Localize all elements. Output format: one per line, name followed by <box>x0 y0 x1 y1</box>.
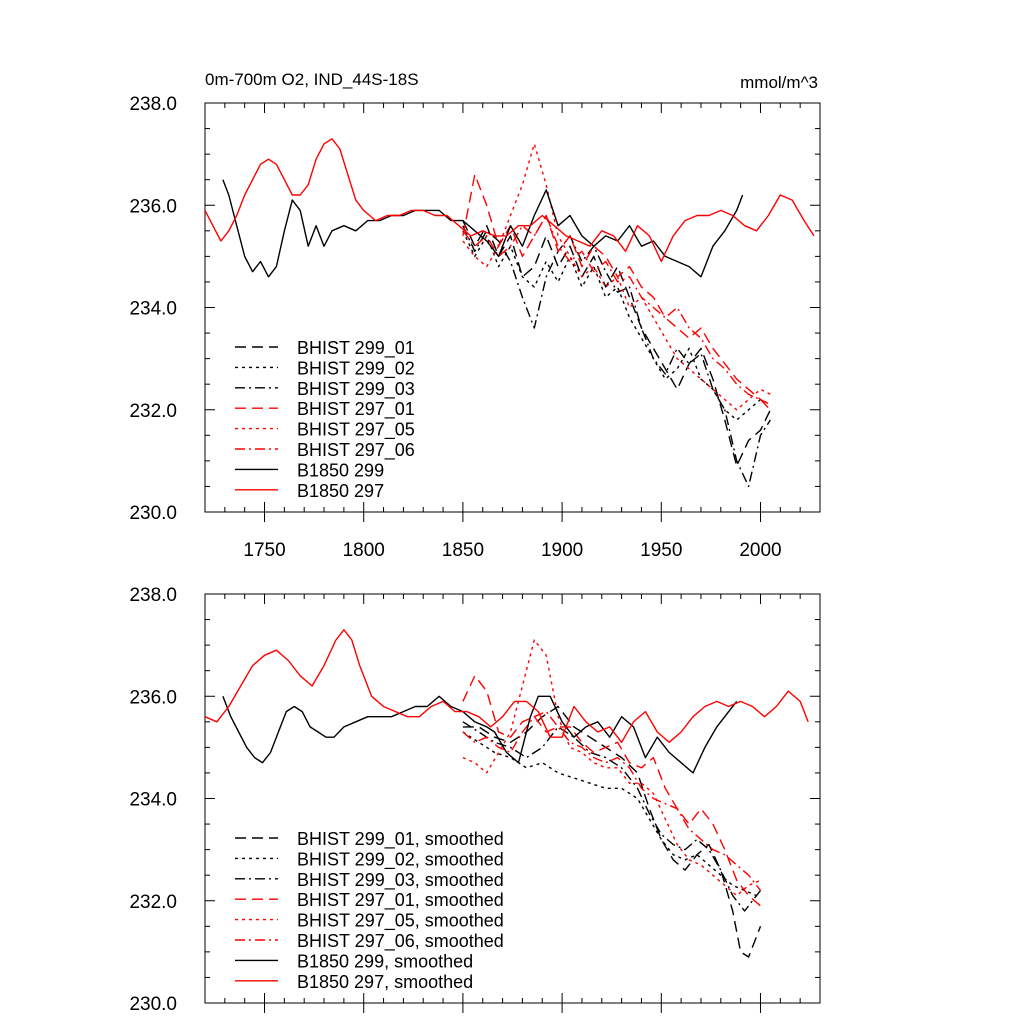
legend-label: BHIST 297_01 <box>297 399 415 420</box>
top-plot-area: 230.0 232.0 234.0 236.0 238.0 1750 1800 1850 190… <box>129 94 821 561</box>
series-line-bhist-297-06 <box>462 214 771 411</box>
legend-label: BHIST 299_01, smoothed <box>297 829 504 850</box>
legend-label: B1850 297 <box>297 481 384 501</box>
y-tick-label: 234.0 <box>129 790 177 811</box>
series-line-bhist-299-03 <box>462 225 771 488</box>
legend-label: BHIST 299_02 <box>297 358 415 379</box>
series-line-b1850-297 <box>205 138 815 263</box>
chart-title: 0m-700m O2, IND_44S-18S <box>205 70 419 89</box>
y-tick-label: 238.0 <box>129 585 177 606</box>
legend-label: BHIST 299_03 <box>297 379 415 400</box>
y-tick-label: 238.0 <box>129 94 177 115</box>
y-tick-label: 234.0 <box>129 299 177 320</box>
series-line-bhist-299-01 <box>462 220 772 467</box>
series-line-bhist-297-05 <box>462 143 771 411</box>
legend-label: BHIST 297_05, smoothed <box>297 911 504 932</box>
y-tick-label: 232.0 <box>129 892 177 913</box>
legend-label: BHIST 297_01, smoothed <box>297 890 504 911</box>
bottom-panel: 230.0 232.0 234.0 236.0 238.0 BHIST 299_01, s… <box>129 585 821 1015</box>
legend-label: BHIST 299_01 <box>297 338 415 359</box>
legend-label: B1850 299 <box>297 460 384 480</box>
y-tick-label: 236.0 <box>129 196 177 217</box>
series-line-bhist-297-01-smoothed <box>462 675 761 907</box>
y-tick-label: 230.0 <box>129 994 177 1015</box>
legend-label: B1850 299, smoothed <box>297 951 473 971</box>
y-tick-label: 232.0 <box>129 401 177 422</box>
y-tick-label: 236.0 <box>129 687 177 708</box>
series-line-bhist-297-06-smoothed <box>462 710 762 891</box>
legend-label: BHIST 297_06 <box>297 440 415 461</box>
series-line-bhist-297-05-smoothed <box>462 639 761 897</box>
top-panel: 0m-700m O2, IND_44S-18S mmol/m^3 230.023… <box>129 70 821 561</box>
legend-label: BHIST 297_05 <box>297 420 415 441</box>
series-line-b1850-297-smoothed <box>205 629 809 743</box>
bottom-plot-area: 230.0 232.0 234.0 236.0 238.0 BHIST 299_01, s… <box>129 585 821 1015</box>
legend-label: B1850 297, smoothed <box>297 972 473 992</box>
x-tick-label: 1750 <box>243 540 285 561</box>
series-group <box>205 629 809 958</box>
x-tick-label: 1900 <box>541 540 583 561</box>
series-line-bhist-299-03-smoothed <box>462 721 762 912</box>
legend-label: BHIST 299_02, smoothed <box>297 849 504 870</box>
series-line-bhist-299-02 <box>462 230 771 421</box>
series-line-b1850-299-smoothed <box>222 695 738 774</box>
y-tick-label: 230.0 <box>129 503 177 524</box>
x-tick-label: 1950 <box>640 540 682 561</box>
series-line-bhist-299-02-smoothed <box>462 731 761 897</box>
units-label: mmol/m^3 <box>740 73 818 92</box>
x-tick-label: 1800 <box>343 540 385 561</box>
series-line-bhist-297-01 <box>462 173 771 406</box>
x-tick-label: 1850 <box>442 540 484 561</box>
x-tick-label: 2000 <box>739 540 781 561</box>
legend-label: BHIST 299_03, smoothed <box>297 870 504 891</box>
series-group <box>205 138 815 488</box>
legend-label: BHIST 297_06, smoothed <box>297 931 504 952</box>
